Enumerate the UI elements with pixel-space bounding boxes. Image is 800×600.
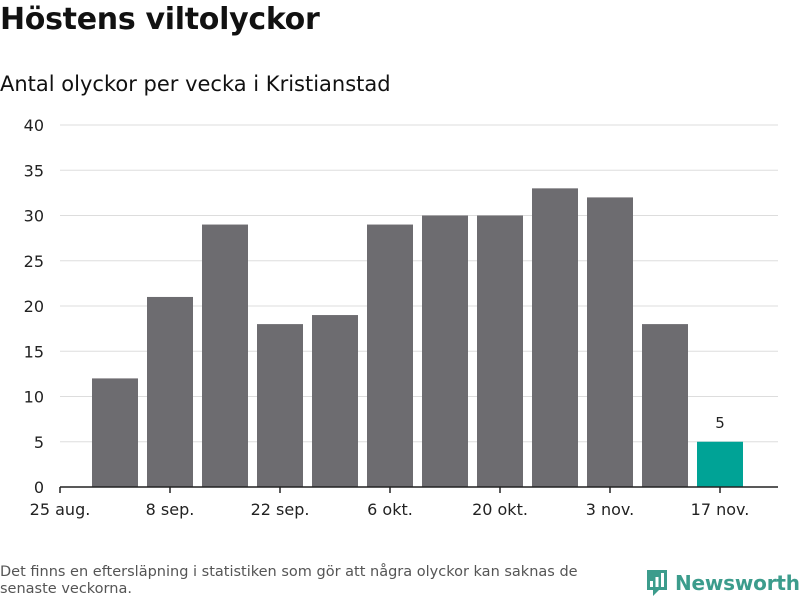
- x-tick-label: 25 aug.: [30, 500, 91, 519]
- x-tick-label: 3 nov.: [586, 500, 635, 519]
- brand-name: Newsworthy: [675, 571, 800, 595]
- bar-highlighted: [697, 441, 743, 487]
- y-tick-label: 30: [24, 207, 44, 226]
- brand-logo[interactable]: Newsworthy: [645, 568, 800, 598]
- y-tick-label: 15: [24, 342, 44, 361]
- y-tick-label: 25: [24, 252, 44, 271]
- bar: [257, 324, 303, 487]
- y-tick-label: 20: [24, 297, 44, 316]
- newsworthy-logo-icon: [647, 570, 667, 596]
- y-tick-label: 40: [24, 116, 44, 135]
- x-tick-label: 8 sep.: [146, 500, 195, 519]
- bar: [422, 215, 468, 487]
- x-tick-label: 22 sep.: [251, 500, 310, 519]
- chart-subtitle: Antal olyckor per vecka i Kristianstad: [0, 72, 391, 96]
- x-axis: 25 aug. 8 sep. 22 sep. 6 okt. 20 okt. 3 nov. 1…: [30, 486, 778, 519]
- bar: [367, 224, 413, 488]
- y-tick-label: 5: [34, 433, 44, 452]
- bar: [202, 224, 248, 488]
- x-tick-label: 20 okt.: [472, 500, 528, 519]
- data-label: 5: [715, 414, 725, 432]
- gridlines: [60, 124, 778, 443]
- bar: [532, 188, 578, 487]
- x-tick-label: 6 okt.: [367, 500, 413, 519]
- bar: [92, 378, 138, 487]
- bars: [92, 188, 743, 488]
- y-tick-label: 35: [24, 161, 44, 180]
- bar: [312, 315, 358, 487]
- bar: [477, 215, 523, 487]
- y-axis-ticks: 0 5 10 15 20 25 30 35 40: [24, 116, 44, 497]
- data-labels: 5: [715, 414, 725, 432]
- chart-title: Höstens viltolyckor: [0, 2, 320, 37]
- x-tick-label: 17 nov.: [691, 500, 750, 519]
- bar: [147, 296, 193, 487]
- footer-note: Det finns en eftersläpning i statistiken…: [0, 564, 578, 597]
- y-tick-label: 0: [34, 478, 44, 497]
- bar-chart: 0 5 10 15 20 25 30 35 40 5 25 aug. 8 sep. 22 sep. 6…: [24, 116, 778, 519]
- y-tick-label: 10: [24, 388, 44, 407]
- bar: [587, 197, 633, 487]
- bar: [642, 324, 688, 487]
